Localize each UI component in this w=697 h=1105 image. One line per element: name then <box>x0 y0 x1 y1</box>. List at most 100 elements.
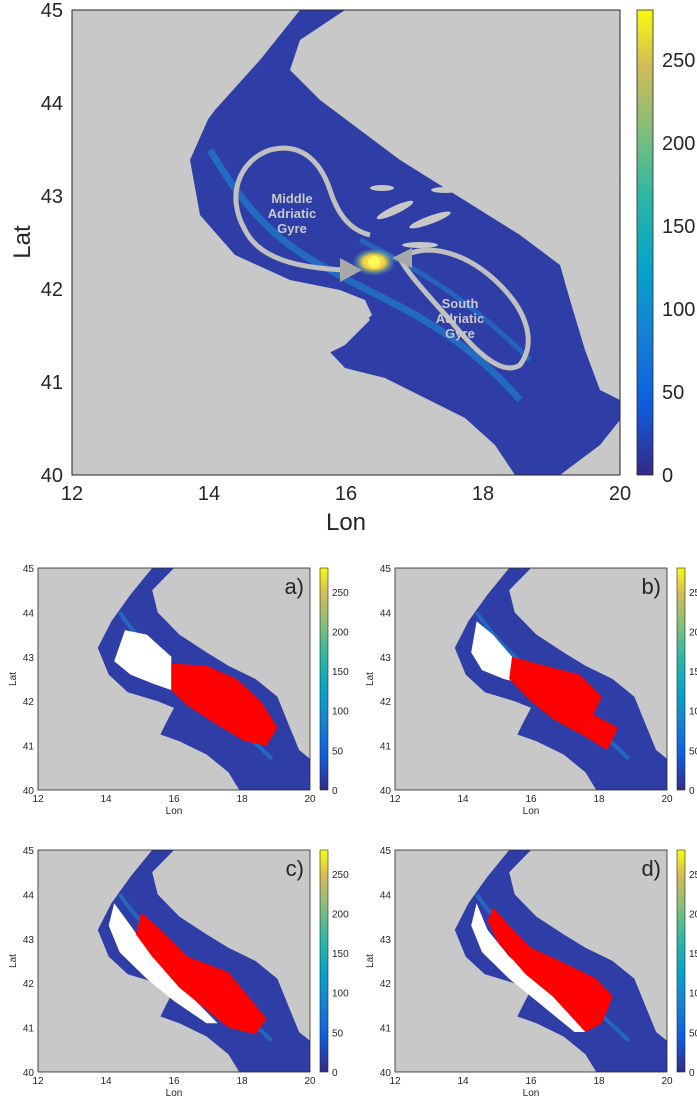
main-x-tick: 18 <box>472 483 494 505</box>
panel-colorbar-tick: 0 <box>332 1068 338 1079</box>
panel-a: a) 12 14 16 18 20 Lon 40 41 42 43 44 45 Lat 0 50 100 150 2… <box>8 564 349 817</box>
panel-colorbar <box>676 849 686 1073</box>
panel-colorbar-tick: 150 <box>689 949 697 960</box>
dalmatian-islands <box>370 185 459 248</box>
panel-x-tick: 16 <box>168 1076 180 1087</box>
middle-gyre-arrowhead <box>340 258 362 282</box>
panel-frame <box>37 849 311 1073</box>
panel-colorbar-tick: 200 <box>689 909 697 920</box>
panel-x-tick: 14 <box>457 794 469 805</box>
panel-x-tick: 12 <box>389 794 401 805</box>
panel-y-tick: 44 <box>380 890 392 901</box>
main-colorbar-tick: 150 <box>662 216 695 238</box>
main-colorbar-tick: 250 <box>662 50 695 72</box>
panel-y-tick: 42 <box>23 979 35 990</box>
south-gyre-arrow <box>397 247 531 371</box>
panel-y-tick: 45 <box>23 846 35 857</box>
panel-colorbar-tick: 150 <box>689 667 697 678</box>
middle-gyre-label-1: Middle <box>271 191 312 206</box>
panel-middle-region <box>108 903 218 1024</box>
main-x-tick: 16 <box>335 483 357 505</box>
panel-y-tick: 41 <box>23 1024 35 1035</box>
panel-x-tick: 18 <box>236 794 248 805</box>
main-y-tick: 40 <box>41 465 63 487</box>
panel-y-tick: 43 <box>23 653 35 664</box>
panel-colorbar-tick: 100 <box>689 989 697 1000</box>
panel-x-tick: 12 <box>32 1076 44 1087</box>
panel-c: c) 12 14 16 18 20 Lon 40 41 42 43 44 45 Lat 0 50 100 150 2… <box>8 846 349 1099</box>
panel-y-tick: 42 <box>380 697 392 708</box>
south-gyre-label-2: Adriatic <box>436 311 484 326</box>
panel-x-tick: 14 <box>100 1076 112 1087</box>
main-colorbar-tick: 50 <box>662 382 684 404</box>
panel-x-tick: 16 <box>525 794 537 805</box>
south-gyre-label-3: Gyre <box>445 326 475 341</box>
bottom-right-land <box>560 420 620 475</box>
panel-italy-land <box>395 568 597 790</box>
main-x-axis: 12 14 16 18 20 Lon <box>61 483 631 536</box>
panel-frame <box>37 567 311 791</box>
panel-y-tick: 41 <box>380 1024 392 1035</box>
panel-y-tick: 41 <box>380 742 392 753</box>
panel-colorbar-tick: 100 <box>689 707 697 718</box>
middle-gyre-label-3: Gyre <box>277 221 307 236</box>
panel-b: b) 12 14 16 18 20 Lon 40 41 42 43 44 45 Lat 0 50 100 150 2… <box>365 564 697 817</box>
panel-y-tick: 44 <box>23 608 35 619</box>
panel-x-tick: 14 <box>457 1076 469 1087</box>
panel-x-label: Lon <box>166 1088 183 1099</box>
panel-colorbar-tick: 0 <box>689 1068 695 1079</box>
panel-x-tick: 18 <box>236 1076 248 1087</box>
panel-colorbar-tick: 150 <box>332 667 349 678</box>
panel-colorbar-tick: 250 <box>332 588 349 599</box>
panel-y-tick: 45 <box>23 564 35 575</box>
panel-y-tick: 42 <box>380 979 392 990</box>
panel-frame <box>394 567 668 791</box>
main-y-tick: 41 <box>41 372 63 394</box>
main-colorbar: 0 50 100 150 200 250 <box>636 9 695 487</box>
panel-x-label: Lon <box>523 1088 540 1099</box>
main-x-label: Lon <box>326 509 366 536</box>
panel-y-tick: 40 <box>23 1068 35 1079</box>
main-y-tick: 44 <box>41 93 63 115</box>
panel-x-tick: 12 <box>32 794 44 805</box>
middle-gyre-arrow <box>233 145 371 273</box>
panel-x-tick: 14 <box>100 794 112 805</box>
panel-label: d) <box>641 856 661 881</box>
panel-y-label: Lat <box>365 672 376 686</box>
panel-balkan-land <box>509 568 667 759</box>
panel-colorbar-tick: 0 <box>689 786 695 797</box>
panel-south-region <box>487 907 613 1032</box>
panel-x-tick: 16 <box>525 1076 537 1087</box>
panel-y-tick: 45 <box>380 564 392 575</box>
panel-y-tick: 40 <box>380 786 392 797</box>
panel-colorbar-tick: 50 <box>332 1028 344 1039</box>
main-y-tick: 45 <box>41 0 63 22</box>
main-y-axis: 40 41 42 43 44 45 Lat <box>9 0 63 487</box>
panel-x-tick: 20 <box>661 1076 673 1087</box>
panel-colorbar-tick: 250 <box>332 870 349 881</box>
panel-d: d) 12 14 16 18 20 Lon 40 41 42 43 44 45 Lat 0 50 100 150 2… <box>365 846 697 1099</box>
middle-gyre-label-2: Adriatic <box>268 206 316 221</box>
main-colorbar-tick: 200 <box>662 133 695 155</box>
panel-x-tick: 18 <box>593 794 605 805</box>
panel-colorbar-tick: 200 <box>689 627 697 638</box>
panel-y-tick: 40 <box>380 1068 392 1079</box>
main-map-frame <box>71 9 621 476</box>
panel-x-tick: 18 <box>593 1076 605 1087</box>
main-x-tick: 12 <box>61 483 83 505</box>
panel-x-tick: 20 <box>304 1076 316 1087</box>
panel-frame <box>394 849 668 1073</box>
panel-balkan-land <box>152 850 310 1041</box>
main-colorbar-ramp <box>636 9 654 476</box>
panel-y-tick: 40 <box>23 786 35 797</box>
panel-y-label: Lat <box>8 954 19 968</box>
panel-y-label: Lat <box>8 672 19 686</box>
panel-middle-region <box>114 630 172 691</box>
panel-south-region <box>135 912 267 1035</box>
panel-x-tick: 12 <box>389 1076 401 1087</box>
panel-y-tick: 41 <box>23 742 35 753</box>
panel-y-tick: 43 <box>380 935 392 946</box>
panel-x-tick: 16 <box>168 794 180 805</box>
panel-label: b) <box>641 574 661 599</box>
panel-italy-land <box>38 568 240 790</box>
